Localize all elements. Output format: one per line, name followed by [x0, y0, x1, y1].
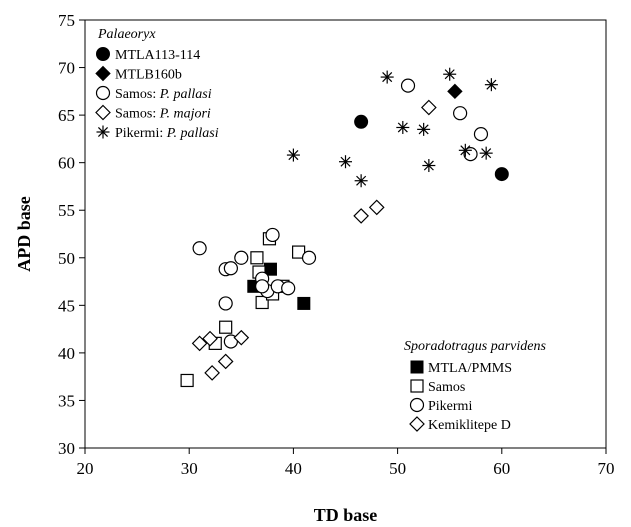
- y-tick-label: 30: [58, 439, 75, 458]
- data-point-samos-p-majori: [368, 199, 385, 216]
- legend-title: Palaeoryx: [97, 27, 156, 42]
- data-point-samos-p-pallasi: [473, 127, 489, 142]
- y-tick-label: 60: [58, 154, 75, 173]
- data-point-samos: [250, 251, 264, 265]
- y-tick-label: 50: [58, 249, 75, 268]
- data-point-samos: [219, 320, 233, 334]
- data-point-kemiklitepe-d: [233, 329, 250, 346]
- data-point-samos: [180, 373, 194, 388]
- data-point-mtlb160b: [447, 83, 463, 100]
- data-point-pikermi-p-pallasi: [458, 143, 472, 157]
- legend-marker: [95, 104, 111, 121]
- x-tick-label: 70: [598, 459, 615, 478]
- data-point-samos: [255, 295, 269, 310]
- data-point-pikermi-p-pallasi: [417, 122, 431, 136]
- x-axis-title: TD base: [314, 505, 378, 525]
- y-tick-label: 45: [58, 296, 75, 315]
- data-point-mtla113-114: [354, 114, 369, 129]
- data-point-kemiklitepe-d: [217, 353, 234, 370]
- legend-entry-label: Samos: P. majori: [115, 107, 211, 122]
- legend-marker: [95, 85, 111, 101]
- data-point-pikermi-p-pallasi: [443, 67, 457, 81]
- data-point-pikermi: [255, 279, 270, 294]
- legend-entry-label: Pikermi: [428, 399, 472, 414]
- data-point-kemiklitepe-d: [191, 335, 208, 352]
- data-point-pikermi: [301, 250, 317, 265]
- data-point-pikermi-p-pallasi: [339, 155, 352, 169]
- legend-sporadotragus: Sporadotragus parvidens MTLA/PMMS Samos Pik…: [404, 339, 547, 433]
- legend-marker: [409, 416, 425, 432]
- legend-marker: [409, 397, 425, 413]
- y-tick-label: 55: [58, 201, 75, 220]
- data-point-pikermi: [234, 250, 249, 265]
- x-tick-label: 30: [181, 459, 198, 478]
- data-point-kemiklitepe-d: [204, 365, 220, 381]
- legend-marker: [96, 47, 110, 61]
- legend-palaeoryx: Palaeoryx MTLA113-114 MTLB160b Samos: P. pa…: [95, 27, 219, 141]
- data-points: [180, 67, 509, 388]
- x-tick-label: 50: [389, 459, 406, 478]
- x-tick-label: 40: [285, 459, 302, 478]
- y-tick-label: 75: [58, 11, 75, 30]
- legend-title: Sporadotragus parvidens: [404, 339, 547, 354]
- y-tick-label: 70: [58, 59, 75, 78]
- data-point-samos-p-pallasi: [453, 106, 468, 121]
- data-point-samos-p-pallasi: [400, 78, 416, 93]
- data-point-kemiklitepe-d: [202, 330, 218, 347]
- data-point-samos: [292, 245, 306, 259]
- data-point-pikermi-p-pallasi: [354, 174, 368, 188]
- plot-frame: [84, 19, 607, 449]
- y-tick-label: 65: [58, 106, 75, 125]
- data-point-pikermi: [192, 241, 207, 256]
- data-point-pikermi-p-pallasi: [286, 148, 300, 162]
- legend-entry-label: MTLA113-114: [115, 48, 200, 63]
- data-point-pikermi-p-pallasi: [396, 120, 410, 134]
- legend-entry-label: Kemiklitepe D: [428, 418, 511, 433]
- y-tick-label: 40: [58, 344, 75, 363]
- legends: Palaeoryx MTLA113-114 MTLB160b Samos: P. pa…: [95, 27, 547, 433]
- data-point-pikermi: [223, 261, 238, 276]
- data-point-pikermi: [218, 296, 233, 311]
- legend-marker: [410, 379, 424, 393]
- x-tick-label: 20: [77, 459, 94, 478]
- y-tick-label: 35: [58, 391, 75, 410]
- data-point-pikermi-p-pallasi: [484, 78, 498, 92]
- x-tick-label: 60: [493, 459, 510, 478]
- data-point-pikermi: [265, 227, 280, 243]
- legend-entry-label: MTLA/PMMS: [428, 361, 512, 376]
- data-point-mtla-pmms: [297, 296, 311, 310]
- data-point-pikermi-p-pallasi: [422, 159, 436, 173]
- data-point-samos-p-majori: [421, 99, 437, 116]
- data-point-pikermi-p-pallasi: [479, 146, 493, 160]
- data-point-pikermi: [281, 281, 296, 296]
- legend-marker: [96, 125, 110, 139]
- legend-entry-label: Pikermi: P. pallasi: [115, 126, 219, 141]
- legend-entry-label: Samos: P. pallasi: [115, 87, 212, 102]
- legend-entry-label: Samos: [428, 380, 465, 395]
- legend-entry-label: MTLB160b: [115, 68, 182, 83]
- y-axis-title: APD base: [14, 196, 34, 272]
- data-point-samos-p-majori: [353, 208, 369, 224]
- legend-marker: [95, 65, 111, 82]
- legend-marker: [410, 360, 424, 374]
- data-point-pikermi-p-pallasi: [380, 70, 394, 84]
- data-point-mtla113-114: [494, 167, 509, 182]
